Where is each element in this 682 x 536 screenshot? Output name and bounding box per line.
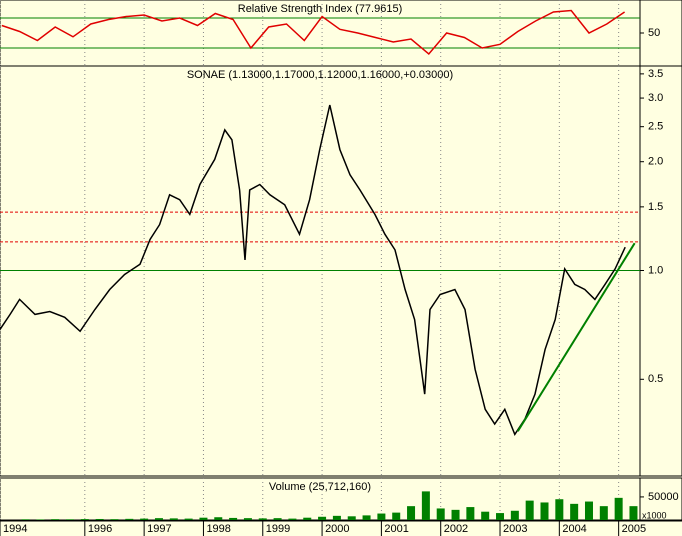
y-tick-label: 3.0 bbox=[648, 92, 663, 104]
volume-bar bbox=[540, 502, 549, 520]
volume-bar bbox=[110, 519, 119, 520]
y-tick-label: 50000 bbox=[648, 491, 679, 503]
volume-bar bbox=[51, 519, 60, 520]
volume-bar bbox=[629, 506, 638, 520]
volume-bar bbox=[614, 497, 623, 520]
volume-bar bbox=[214, 517, 223, 520]
x-tick-label: 1994 bbox=[3, 523, 27, 535]
volume-bar bbox=[303, 517, 312, 520]
y-tick-label: 50 bbox=[648, 27, 660, 39]
volume-bar bbox=[273, 518, 282, 520]
x-tick-label: 2002 bbox=[444, 523, 468, 535]
volume-bar bbox=[436, 508, 445, 520]
panel bbox=[0, 65, 682, 477]
x-tick-label: 1996 bbox=[88, 523, 112, 535]
x-tick-label: 1999 bbox=[266, 523, 290, 535]
volume-bar bbox=[169, 518, 178, 520]
x-tick-label: 1997 bbox=[147, 523, 171, 535]
volume-bar bbox=[95, 518, 104, 520]
volume-bar bbox=[229, 517, 238, 520]
y-tick-label: 1.0 bbox=[648, 264, 663, 276]
trend-line bbox=[516, 242, 636, 432]
volume-bar bbox=[392, 512, 401, 520]
volume-bar bbox=[481, 511, 490, 520]
volume-bar bbox=[140, 518, 149, 520]
y-tick-label: 2.5 bbox=[648, 121, 663, 133]
volume-bar bbox=[570, 503, 579, 520]
unit-label: x1000 bbox=[642, 510, 667, 520]
volume-bar bbox=[510, 510, 519, 520]
volume-bar bbox=[318, 516, 327, 520]
x-tick-label: 1998 bbox=[206, 523, 230, 535]
y-tick-label: 1.5 bbox=[648, 201, 663, 213]
x-tick-label: 2005 bbox=[622, 523, 646, 535]
volume-bar bbox=[258, 518, 267, 520]
volume-bar bbox=[584, 501, 593, 520]
volume-bar bbox=[36, 519, 45, 520]
volume-bar bbox=[199, 517, 208, 520]
x-tick-label: 2003 bbox=[503, 523, 527, 535]
volume-bar bbox=[347, 516, 356, 520]
volume-bar bbox=[496, 513, 505, 520]
y-tick-label: 2.0 bbox=[648, 156, 663, 168]
volume-bar bbox=[421, 491, 430, 520]
x-tick-label: 2000 bbox=[325, 523, 349, 535]
panel-title: SONAE (1.13000,1.17000,1.12000,1.16000,+… bbox=[187, 69, 453, 81]
volume-bar bbox=[332, 515, 341, 520]
volume-bar bbox=[362, 515, 371, 520]
volume-bar bbox=[451, 509, 460, 520]
y-tick-label: 0.5 bbox=[648, 373, 663, 385]
price-line bbox=[1, 9, 626, 56]
volume-bar bbox=[288, 518, 297, 520]
volume-bar bbox=[65, 519, 74, 520]
panel-title: Volume (25,712,160) bbox=[269, 481, 371, 493]
volume-bar bbox=[599, 506, 608, 520]
volume-bar bbox=[184, 518, 193, 520]
volume-bar bbox=[80, 519, 89, 520]
y-tick-label: 3.5 bbox=[648, 68, 663, 80]
volume-bar bbox=[377, 513, 386, 520]
volume-bar bbox=[525, 500, 534, 520]
volume-bar bbox=[243, 518, 252, 520]
volume-bar bbox=[125, 518, 134, 520]
panel bbox=[0, 477, 682, 521]
x-tick-label: 2001 bbox=[384, 523, 408, 535]
volume-bar bbox=[555, 499, 564, 520]
volume-bar bbox=[407, 506, 416, 520]
volume-bar bbox=[21, 519, 30, 520]
volume-bar bbox=[154, 518, 163, 520]
panel-title: Relative Strength Index (77.9615) bbox=[238, 3, 403, 15]
price-line bbox=[0, 104, 626, 437]
volume-bar bbox=[466, 507, 475, 520]
x-tick-label: 2004 bbox=[562, 523, 586, 535]
